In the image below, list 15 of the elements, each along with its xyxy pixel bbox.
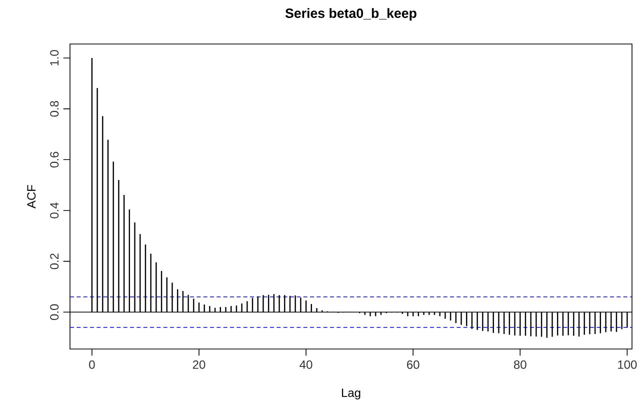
y-tick-label: 0.0 (50, 304, 59, 320)
x-tick-label: 20 (192, 360, 206, 369)
y-tick-label: 1.0 (50, 50, 59, 66)
y-tick-label: 0.8 (50, 100, 59, 117)
x-axis-title: Lag (342, 388, 360, 400)
x-tick-label: 40 (300, 360, 312, 369)
y-tick-label: 0.4 (50, 202, 59, 218)
y-tick-label: 0.6 (50, 152, 59, 168)
x-tick-label: 0 (89, 360, 95, 369)
x-tick-label: 80 (514, 360, 526, 369)
chart-title: Series beta0_b_keep (285, 8, 416, 21)
y-axis-title: ACF (27, 184, 36, 208)
x-tick-label: 60 (407, 360, 420, 369)
x-tick-label: 100 (618, 360, 637, 369)
y-tick-label: 0.2 (50, 254, 59, 270)
